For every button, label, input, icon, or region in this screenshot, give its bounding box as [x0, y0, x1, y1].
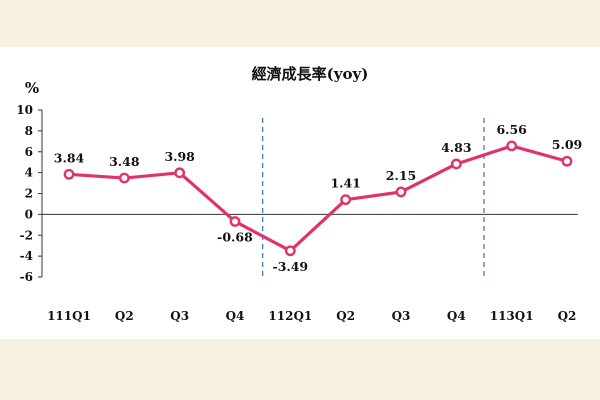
chart-title: 經濟成長率(yoy): [252, 65, 369, 83]
data-label: -0.68: [217, 229, 253, 244]
data-point: [118, 172, 130, 184]
x-tick-label: 111Q1: [47, 309, 91, 323]
data-point: [284, 245, 296, 257]
series-line: [63, 140, 573, 257]
x-tick-labels: 111Q1 Q2 Q3 Q4 112Q1 Q2 Q3 Q4 113Q1 Q2: [47, 309, 576, 323]
data-point: [340, 194, 352, 206]
data-point: [229, 216, 241, 227]
y-tick-label: -4: [20, 249, 33, 263]
data-label: 5.09: [552, 137, 582, 152]
y-tick-label: -6: [20, 270, 33, 284]
y-tick-label: 4: [25, 166, 33, 180]
data-label: 2.15: [386, 168, 416, 183]
data-label: 1.41: [330, 176, 360, 191]
data-labels: 3.84 3.48 3.98 -0.68 -3.49 1.41 2.15 4.83 6.56 5.…: [54, 122, 582, 274]
data-label: 4.83: [441, 140, 471, 155]
x-tick-label: 113Q1: [490, 309, 534, 323]
y-tick-label: -2: [20, 228, 33, 242]
chart-panel: [0, 47, 600, 339]
y-tick-label: 8: [25, 124, 33, 138]
data-point: [174, 167, 186, 179]
data-label: 3.48: [109, 154, 140, 169]
y-axis-unit: %: [25, 79, 39, 97]
data-point: [506, 140, 518, 152]
data-label: 6.56: [496, 122, 527, 137]
y-tick-label: 2: [25, 187, 33, 201]
data-label: 3.84: [54, 150, 85, 165]
x-tick-label: Q3: [170, 309, 189, 323]
y-tick-label: 0: [25, 207, 33, 221]
y-tick-label: 6: [25, 145, 33, 159]
data-label: 3.98: [164, 149, 195, 164]
x-tick-label: Q4: [447, 309, 466, 323]
data-point: [450, 158, 462, 170]
x-tick-label: Q4: [226, 309, 245, 323]
x-tick-label: 112Q1: [268, 309, 312, 323]
data-point: [63, 168, 75, 180]
data-point: [395, 186, 407, 198]
axes: 10 8 6 4 2 0 -2 -4 -6: [16, 103, 578, 284]
x-tick-label: Q2: [115, 309, 134, 323]
x-tick-label: Q2: [558, 309, 577, 323]
y-tick-label: 10: [16, 103, 33, 117]
data-point: [561, 155, 573, 167]
x-tick-label: Q3: [392, 309, 411, 323]
series-line-path: [68, 144, 568, 253]
data-label: -3.49: [273, 259, 309, 274]
x-tick-label: Q2: [336, 309, 355, 323]
